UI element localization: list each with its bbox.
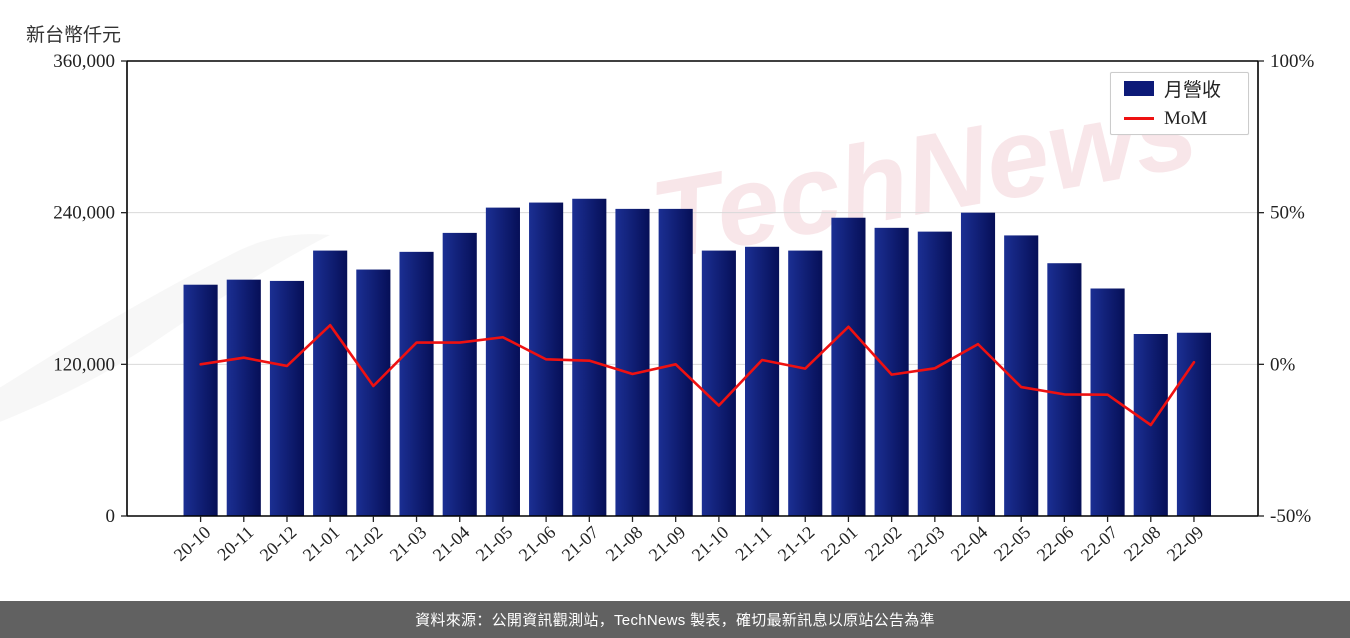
svg-text:120,000: 120,000 <box>53 354 115 375</box>
svg-text:-50%: -50% <box>1270 506 1311 527</box>
svg-text:100%: 100% <box>1270 51 1315 72</box>
svg-text:240,000: 240,000 <box>53 203 115 224</box>
svg-text:360,000: 360,000 <box>53 51 115 72</box>
svg-text:0: 0 <box>106 506 116 527</box>
svg-text:0%: 0% <box>1270 354 1296 375</box>
svg-text:50%: 50% <box>1270 203 1305 224</box>
